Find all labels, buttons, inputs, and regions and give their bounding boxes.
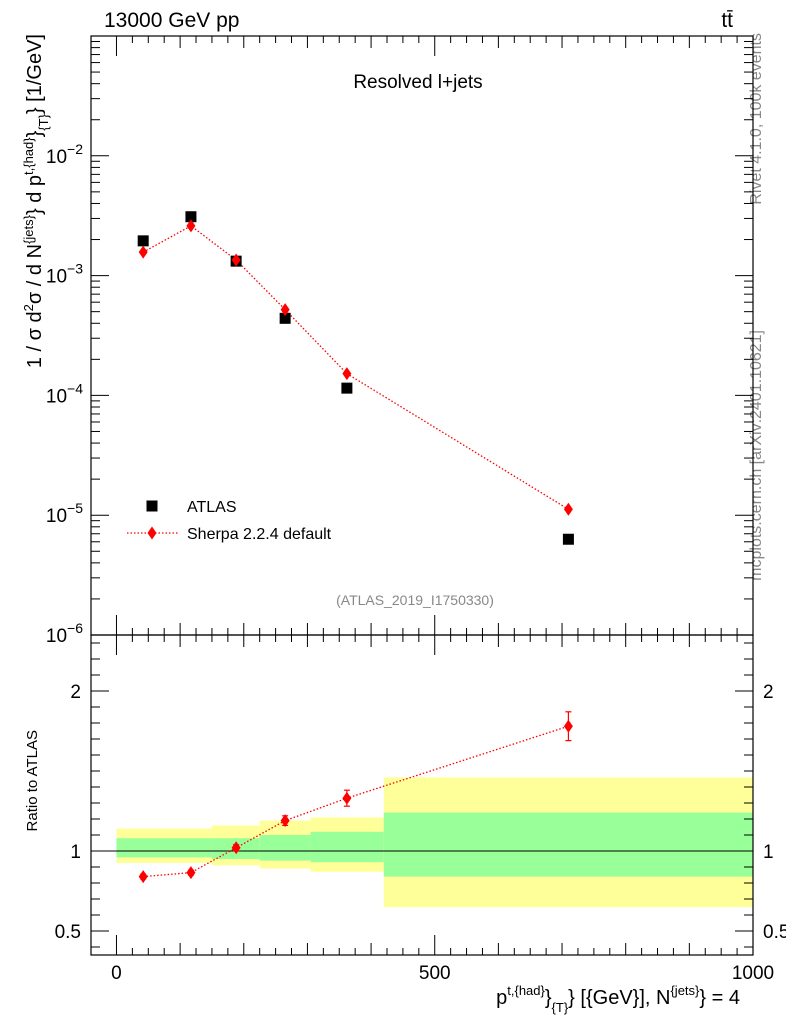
mc-point-5 xyxy=(563,502,573,516)
main-y-axis-label: 1 / σ d2σ / d N{jets}} d pt,{had}}{T}} [… xyxy=(21,34,51,368)
ratio-band-stat-4 xyxy=(383,812,753,877)
mc-point-0 xyxy=(138,245,148,259)
mc-line-main xyxy=(142,225,569,510)
side-mcplots-label: mcplots.cern.ch [arXiv:2401.10621] xyxy=(748,330,765,581)
ratio-frame xyxy=(90,634,754,956)
analysis-id: (ATLAS_2019_I1750330) xyxy=(336,592,494,608)
main-ytick-base-2: 10 xyxy=(46,386,67,407)
main-ytick-exp-1: −3 xyxy=(67,261,83,277)
mc-ratio-point-1 xyxy=(186,866,196,880)
x-label-sup-had: t,{had} xyxy=(507,983,545,998)
data-point-1 xyxy=(185,211,197,223)
xtick-label-2: 1000 xyxy=(732,963,774,984)
legend-data-label: ATLAS xyxy=(187,499,237,516)
xtick-label-0: 0 xyxy=(111,963,122,984)
main-ytick-label-1: 10−3 xyxy=(46,261,83,288)
y-label-sub-T: {T} xyxy=(36,113,51,130)
main-frame xyxy=(90,35,754,636)
ratio-ytick-label-left-0: 2 xyxy=(70,682,81,703)
x-label-eq: } = 4 xyxy=(699,987,740,1009)
mc-point-2 xyxy=(231,253,241,267)
main-ytick-exp-2: −4 xyxy=(67,380,83,396)
data-point-5 xyxy=(562,533,574,545)
legend-mc-label: Sherpa 2.2.4 default xyxy=(187,526,332,543)
y-label-pre: 1 / σ d xyxy=(24,311,46,368)
y-label-mid1: σ / d N xyxy=(24,244,46,304)
ratio-ytick-label-left-1: 1 xyxy=(70,842,81,863)
mc-ratio-point-2 xyxy=(231,841,241,855)
legend-data-marker xyxy=(146,500,158,512)
main-panel: Resolved l+jets (ATLAS_2019_I1750330) 10… xyxy=(46,35,754,647)
ratio-band-stat-0 xyxy=(116,838,212,858)
ratio-ytick-label-right-2: 0.5 xyxy=(763,922,786,943)
main-ytick-base-4: 10 xyxy=(46,626,67,647)
x-axis-label: pt,{had}}{T}} [{GeV}], N{jets}} = 4 xyxy=(496,983,740,1015)
main-ytick-exp-0: −2 xyxy=(67,141,83,157)
mc-point-3 xyxy=(280,303,290,317)
x-label-unit: } [{GeV}], N xyxy=(568,987,670,1009)
side-rivet-label: Rivet 4.1.0, 100k events xyxy=(748,33,765,205)
mc-ratio-point-4 xyxy=(342,791,352,805)
mc-ratio-point-0 xyxy=(138,870,148,884)
y-label-mid2: } d p xyxy=(24,175,46,215)
x-label-sup-jets: {jets} xyxy=(670,983,700,998)
y-label-sup-had: t,{had} xyxy=(21,137,36,175)
data-point-3 xyxy=(279,312,291,324)
x-label-p: p xyxy=(496,987,507,1009)
ratio-ytick-label-right-1: 1 xyxy=(763,842,774,863)
main-ytick-base-0: 10 xyxy=(46,147,67,168)
mc-point-4 xyxy=(342,367,352,381)
main-ytick-label-3: 10−5 xyxy=(46,500,83,527)
ratio-band-stat-2 xyxy=(259,835,311,861)
x-label-brace: } xyxy=(545,987,552,1009)
mc-ratio-point-3 xyxy=(280,814,290,828)
data-point-4 xyxy=(341,382,353,394)
ratio-ytick-label-right-0: 2 xyxy=(763,682,774,703)
x-label-sub-T: {T} xyxy=(552,1000,569,1015)
data-point-0 xyxy=(137,235,149,247)
main-ytick-label-4: 10−6 xyxy=(46,620,83,647)
main-ytick-exp-3: −5 xyxy=(67,500,83,516)
ratio-panel: 0 500 1000 2 2 1 1 0.5 0.5 xyxy=(55,634,786,984)
y-label-mid3: } xyxy=(24,130,46,137)
xtick-label-1: 500 xyxy=(419,963,451,984)
main-ytick-base-3: 10 xyxy=(46,506,67,527)
ratio-ytick-label-left-2: 0.5 xyxy=(55,922,81,943)
mc-point-1 xyxy=(186,219,196,233)
mc-line-ratio xyxy=(143,725,569,878)
legend-mc-marker xyxy=(147,526,157,540)
mc-ratio-point-5 xyxy=(563,719,573,733)
y-label-sup-jets: {jets} xyxy=(21,214,36,244)
main-ytick-label-2: 10−4 xyxy=(46,380,83,407)
energy-label: 13000 GeV pp xyxy=(104,9,239,32)
ratio-band-stat-3 xyxy=(310,831,384,863)
main-ytick-base-1: 10 xyxy=(46,267,67,288)
main-ytick-exp-4: −6 xyxy=(67,620,83,636)
y-label-unit: } [1/GeV] xyxy=(24,34,46,114)
plot-title: Resolved l+jets xyxy=(353,72,482,93)
y-label-sup-2: 2 xyxy=(21,304,36,311)
main-ytick-label-0: 10−2 xyxy=(46,141,83,168)
process-label: tt̄ xyxy=(721,9,733,32)
ratio-y-axis-label: Ratio to ATLAS xyxy=(24,730,41,831)
